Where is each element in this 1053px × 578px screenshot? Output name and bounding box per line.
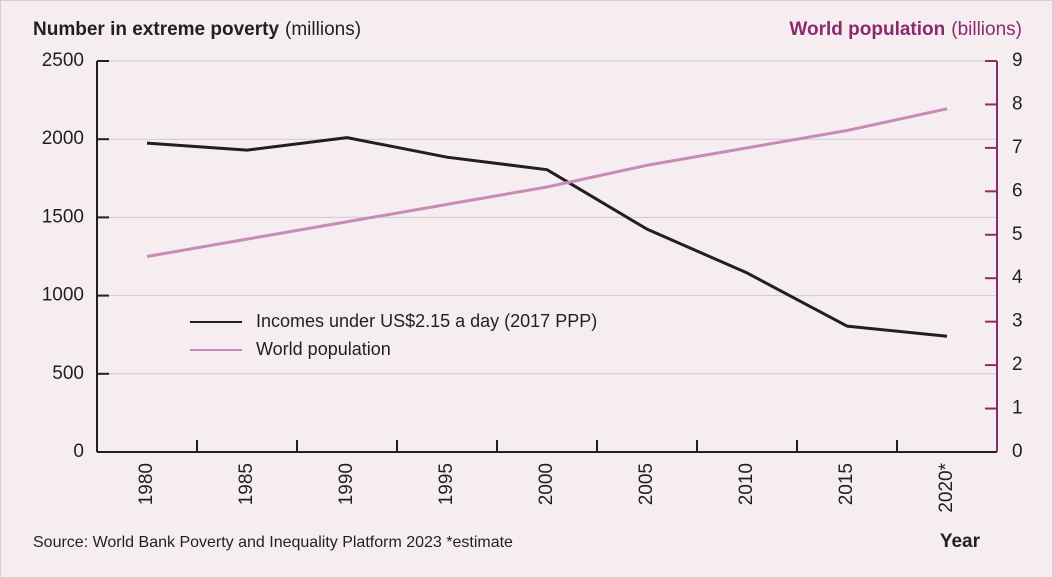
series-line xyxy=(146,136,948,338)
y2-tick-label: 8 xyxy=(1012,93,1023,114)
y-tick-label: 500 xyxy=(52,363,84,384)
x-tick-label: 2015 xyxy=(836,463,857,505)
y2-tick-label: 7 xyxy=(1012,137,1023,158)
y2-title-unit: (billions) xyxy=(951,19,1022,40)
x-tick-label: 1980 xyxy=(136,463,157,505)
y2-tick-label: 6 xyxy=(1012,180,1023,201)
y2-tick-label: 2 xyxy=(1012,354,1023,375)
x-axis-title: Year xyxy=(940,531,981,552)
legend-label: World population xyxy=(256,339,391,359)
y-tick-label: 2000 xyxy=(42,128,84,149)
x-tick-label: 1985 xyxy=(236,463,257,505)
y2-tick-label: 1 xyxy=(1012,398,1023,419)
y-axis-title: Number in extreme poverty (millions) xyxy=(33,19,361,40)
y2-tick-label: 4 xyxy=(1012,267,1023,288)
y-tick-label: 0 xyxy=(73,441,84,462)
y-tick-label: 2500 xyxy=(42,50,84,71)
legend-label: Incomes under US$2.15 a day (2017 PPP) xyxy=(256,311,597,331)
x-tick-label: 2000 xyxy=(536,463,557,505)
x-tick-label: 2020* xyxy=(936,462,957,512)
y2-tick-label: 5 xyxy=(1012,224,1023,245)
x-tick-label: 1990 xyxy=(336,463,357,505)
y2-tick-label: 3 xyxy=(1012,311,1023,332)
y2-tick-label: 0 xyxy=(1012,441,1023,462)
y2-title-main: World population xyxy=(789,19,945,40)
y-tick-label: 1500 xyxy=(42,206,84,227)
y2-axis-title: World population (billions) xyxy=(789,19,1022,40)
x-tick-label: 2005 xyxy=(636,463,657,505)
x-tick-label: 2010 xyxy=(736,463,757,505)
x-tick-label: 1995 xyxy=(436,463,457,505)
y-tick-label: 1000 xyxy=(42,285,84,306)
y2-tick-label: 9 xyxy=(1012,50,1023,71)
y-title-unit: (millions) xyxy=(285,19,361,40)
source-note: Source: World Bank Poverty and Inequalit… xyxy=(33,534,513,551)
y-title-main: Number in extreme poverty xyxy=(33,19,279,40)
series-line xyxy=(146,107,948,258)
